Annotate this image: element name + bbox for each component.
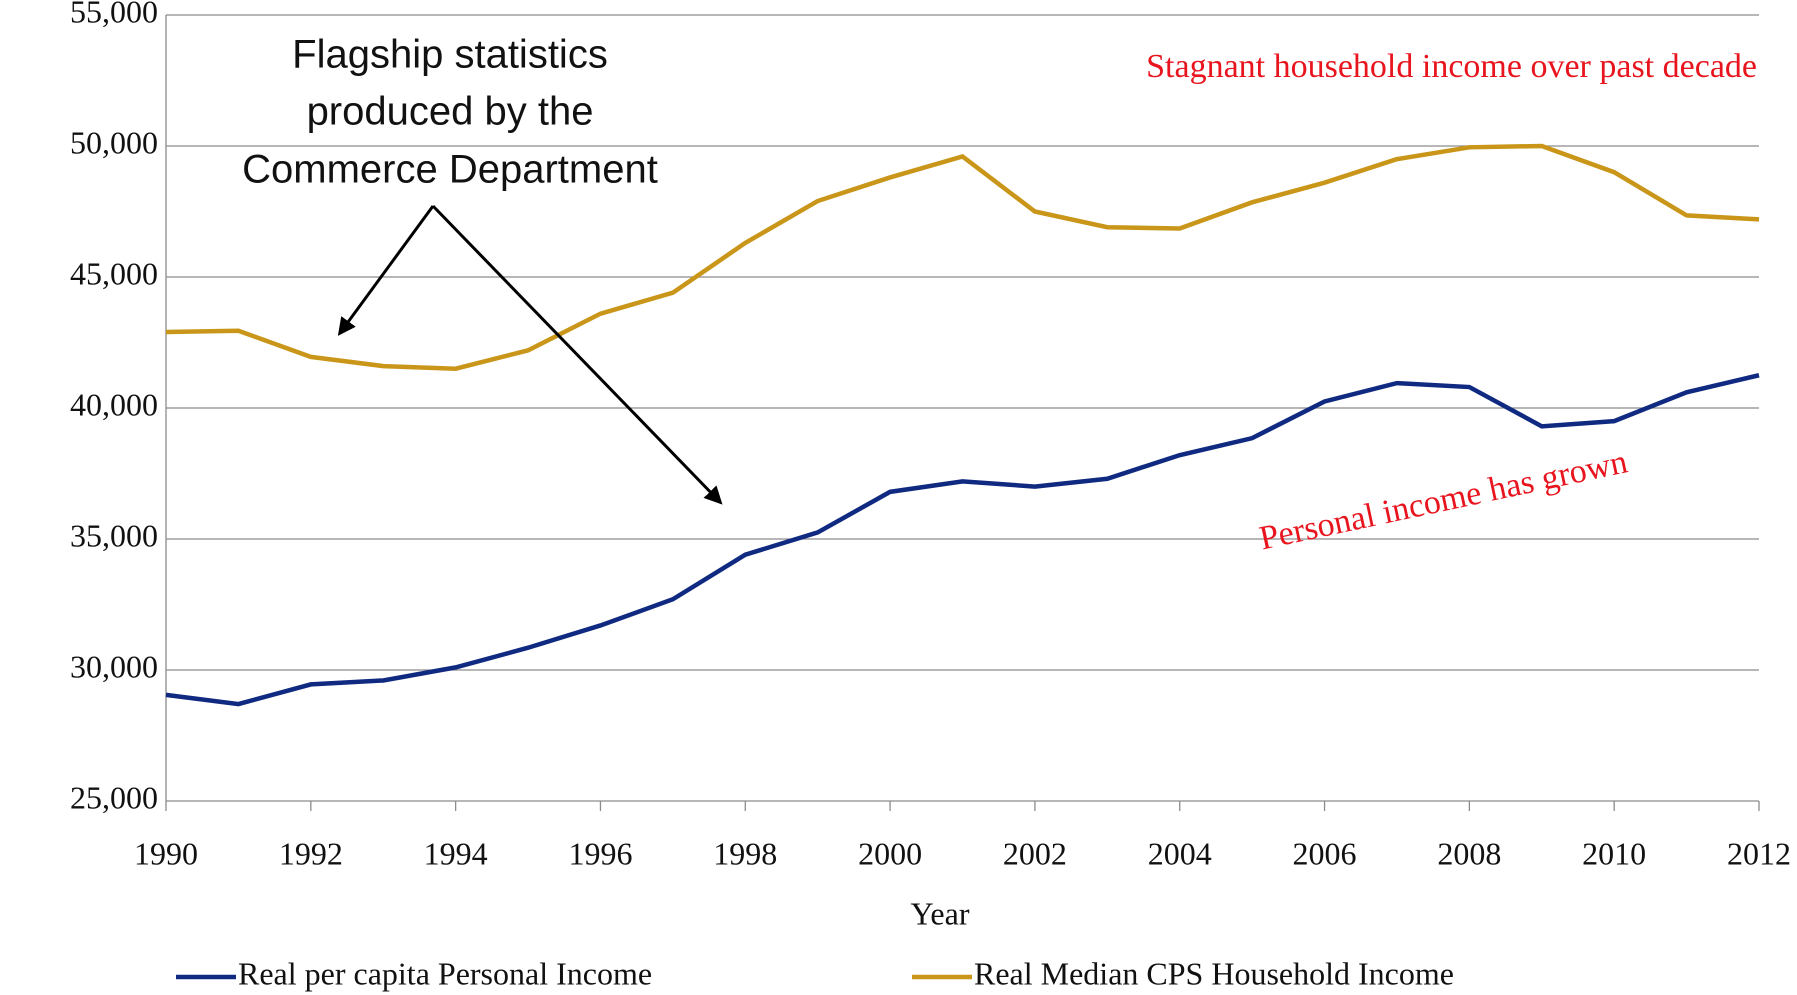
y-tick-label: 45,000 bbox=[70, 255, 158, 291]
legend-label: Real Median CPS Household Income bbox=[974, 955, 1454, 991]
annotation: Personal income has grown bbox=[1256, 443, 1630, 557]
x-tick-label: 2010 bbox=[1582, 835, 1646, 871]
x-tick-label: 2004 bbox=[1148, 835, 1212, 871]
arrow bbox=[431, 204, 723, 505]
x-tick-label: 2008 bbox=[1437, 835, 1501, 871]
y-tick-label: 30,000 bbox=[70, 648, 158, 684]
annotation: produced by the bbox=[307, 90, 594, 134]
y-tick-label: 55,000 bbox=[70, 0, 158, 29]
x-tick-label: 2002 bbox=[1003, 835, 1067, 871]
x-tick-label: 2006 bbox=[1293, 835, 1357, 871]
legend-label: Real per capita Personal Income bbox=[238, 955, 652, 991]
x-axis-label: Year bbox=[911, 895, 970, 931]
annotation: Flagship statistics bbox=[292, 33, 608, 77]
arrow bbox=[337, 205, 435, 336]
y-tick-label: 25,000 bbox=[70, 779, 158, 815]
x-tick-label: 2012 bbox=[1727, 835, 1791, 871]
x-tick-label: 1996 bbox=[568, 835, 632, 871]
x-tick-label: 1994 bbox=[424, 835, 488, 871]
x-tick-label: 1990 bbox=[134, 835, 198, 871]
annotation: Commerce Department bbox=[242, 148, 658, 192]
y-tick-label: 40,000 bbox=[70, 386, 158, 422]
y-tick-label: 35,000 bbox=[70, 517, 158, 553]
series-line bbox=[165, 143, 1760, 371]
series-line bbox=[165, 373, 1760, 707]
annotation: Stagnant household income over past deca… bbox=[1146, 48, 1757, 85]
x-tick-label: 2000 bbox=[858, 835, 922, 871]
x-tick-label: 1998 bbox=[713, 835, 777, 871]
lines bbox=[165, 143, 1760, 707]
x-tick-label: 1992 bbox=[279, 835, 343, 871]
y-tick-label: 50,000 bbox=[70, 124, 158, 160]
